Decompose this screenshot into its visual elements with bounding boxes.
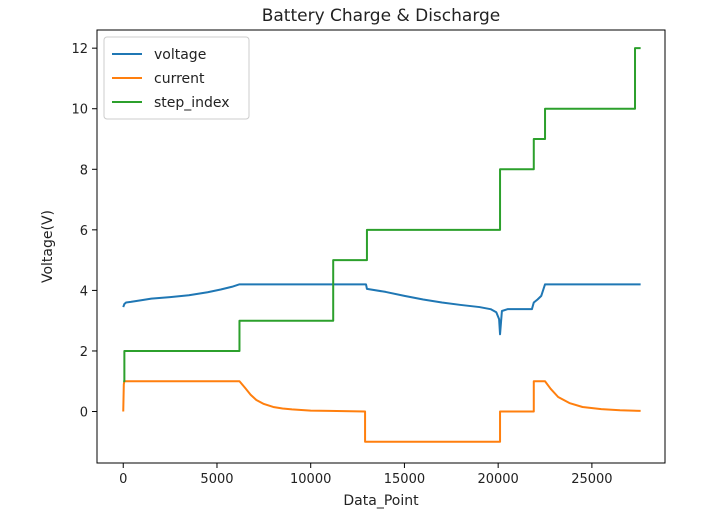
y-tick-label: 2 — [80, 345, 88, 360]
ticks-layer: 0 5000 10000 15000 20000 25000 0 2 4 6 8 10 12 — [71, 42, 612, 487]
y-tick-label: 4 — [80, 284, 88, 299]
y-tick-label: 12 — [71, 42, 88, 57]
series-line-current — [122, 380, 641, 443]
chart-title: Battery Charge & Discharge — [262, 6, 501, 26]
series-line-step_index — [123, 47, 641, 383]
x-tick-label: 15000 — [384, 472, 425, 487]
y-tick-label: 0 — [80, 406, 88, 421]
legend-label-current: current — [154, 71, 205, 87]
legend-label-voltage: voltage — [154, 47, 206, 63]
y-axis-title: Voltage(V) — [40, 210, 56, 283]
legend-label-step_index: step_index — [154, 95, 230, 111]
series-layer — [122, 47, 641, 443]
axes-frame — [96, 29, 666, 464]
x-tick-label: 0 — [119, 472, 127, 487]
y-tick-label: 8 — [80, 163, 88, 178]
y-tick-label: 10 — [71, 103, 88, 118]
y-tick-label: 6 — [80, 224, 88, 239]
x-axis-title: Data_Point — [343, 493, 419, 509]
x-tick-label: 5000 — [200, 472, 233, 487]
x-tick-label: 10000 — [290, 472, 331, 487]
x-tick-label: 20000 — [477, 472, 518, 487]
series-line-voltage — [122, 283, 641, 336]
legend-box — [103, 36, 250, 120]
legend: voltage current step_index — [103, 36, 250, 120]
x-tick-label: 25000 — [571, 472, 612, 487]
